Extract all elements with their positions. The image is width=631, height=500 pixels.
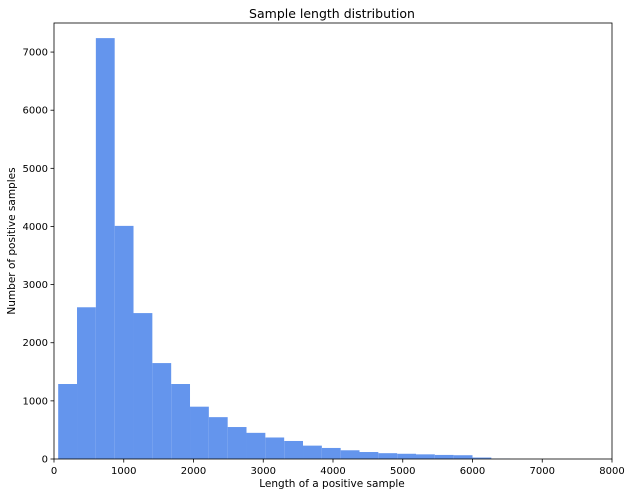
histogram-bar-10	[247, 433, 266, 459]
histogram-bar-19	[416, 454, 435, 459]
histogram-bar-4	[134, 313, 153, 459]
histogram-bar-20	[435, 455, 454, 459]
chart-title: Sample length distribution	[249, 6, 415, 21]
x-tick-label: 8000	[599, 466, 624, 477]
y-tick-label: 3000	[23, 280, 48, 291]
histogram-bar-14	[322, 448, 341, 459]
histogram-bar-2	[96, 38, 115, 459]
x-tick-label: 4000	[320, 466, 345, 477]
x-tick-label: 2000	[181, 466, 206, 477]
histogram-bar-6	[171, 384, 190, 459]
histogram-bar-13	[303, 446, 322, 459]
y-tick-label: 2000	[23, 338, 48, 349]
y-tick-label: 6000	[23, 106, 48, 117]
y-tick-label: 4000	[23, 222, 48, 233]
x-tick-label: 1000	[111, 466, 136, 477]
histogram-bar-11	[265, 437, 284, 459]
histogram-bar-0	[58, 384, 77, 459]
histogram-bar-12	[284, 441, 303, 459]
y-tick-label: 5000	[23, 164, 48, 175]
x-tick-label: 0	[51, 466, 57, 477]
histogram-bar-8	[209, 417, 228, 459]
y-tick-label: 7000	[23, 48, 48, 59]
y-axis: 0 1000 2000 3000 4000 5000 6000 7000	[23, 48, 54, 466]
x-axis: 0 1000 2000 3000 4000 5000 6000 7000 8000	[51, 459, 625, 477]
histogram-bar-16	[360, 452, 379, 459]
histogram-bar-7	[190, 407, 209, 459]
histogram-bar-3	[115, 226, 134, 459]
histogram-bar-9	[228, 427, 247, 459]
histogram-bar-17	[378, 453, 397, 459]
histogram-bar-21	[454, 455, 473, 459]
histogram-bar-1	[77, 307, 96, 459]
y-tick-label: 1000	[23, 396, 48, 407]
y-tick-label: 0	[42, 455, 48, 466]
bars-group	[58, 38, 510, 459]
histogram-bar-18	[397, 454, 416, 459]
y-axis-label: Number of positive samples	[6, 167, 18, 314]
histogram-bar-5	[152, 363, 171, 459]
x-tick-label: 7000	[530, 466, 555, 477]
x-tick-label: 3000	[251, 466, 276, 477]
x-tick-label: 5000	[390, 466, 415, 477]
x-tick-label: 6000	[460, 466, 485, 477]
x-axis-label: Length of a positive sample	[259, 478, 404, 490]
histogram-bar-15	[341, 450, 360, 459]
